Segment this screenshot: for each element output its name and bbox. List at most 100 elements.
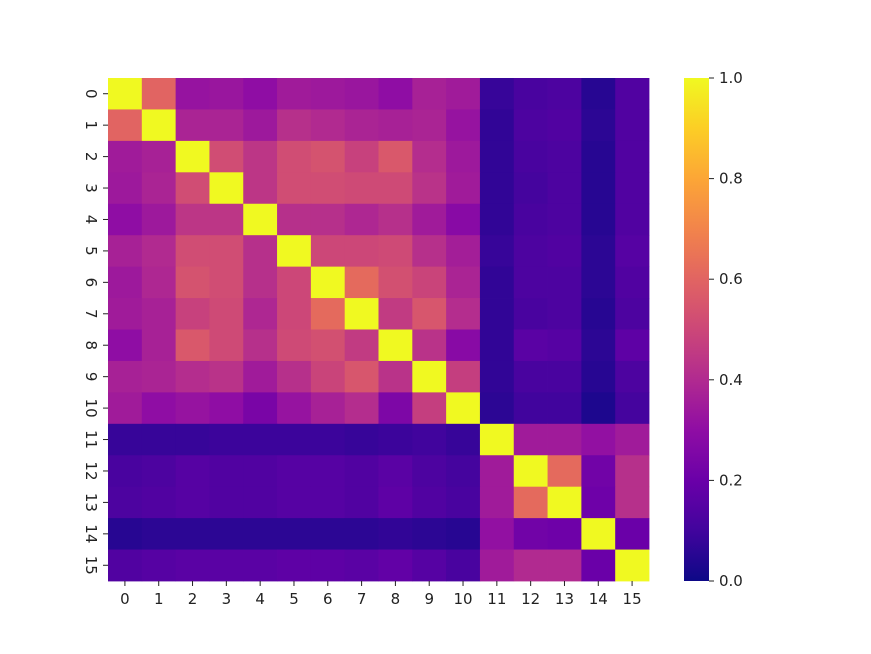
heatmap-cell-7-2 <box>175 298 210 330</box>
heatmap-cell-1-9 <box>412 109 447 142</box>
y-tick-label: 3 <box>82 183 100 193</box>
heatmap-cell-10-11 <box>479 392 515 425</box>
heatmap-cell-14-6 <box>310 518 346 550</box>
heatmap-cell-14-12 <box>513 518 548 550</box>
heatmap-cell-11-8 <box>378 423 413 456</box>
heatmap-cell-1-15 <box>615 109 650 142</box>
heatmap-cell-10-14 <box>581 392 616 425</box>
heatmap-cell-10-15 <box>615 392 650 425</box>
heatmap-cell-10-4 <box>243 392 278 425</box>
heatmap-cell-14-2 <box>175 518 210 550</box>
heatmap-cell-1-1 <box>141 109 177 142</box>
heatmap-cell-10-7 <box>344 392 379 425</box>
x-tick-label: 3 <box>222 590 232 608</box>
y-tick-label: 1 <box>82 120 100 130</box>
heatmap-cell-6-12 <box>513 266 548 299</box>
heatmap-cell-15-8 <box>378 549 413 582</box>
heatmap-cell-11-11 <box>479 423 515 456</box>
heatmap-cell-2-2 <box>175 140 210 173</box>
heatmap-cell-7-1 <box>141 298 177 330</box>
x-tick-label: 0 <box>120 590 130 608</box>
heatmap-cell-10-2 <box>175 392 210 425</box>
heatmap-cell-9-1 <box>141 360 177 393</box>
heatmap-cell-3-5 <box>277 172 312 205</box>
heatmap-cell-0-10 <box>446 78 481 110</box>
heatmap-cell-7-8 <box>378 298 413 330</box>
heatmap-cell-8-7 <box>344 329 379 362</box>
heatmap-cell-6-9 <box>412 266 447 299</box>
heatmap-cell-2-12 <box>513 140 548 173</box>
heatmap-cell-5-9 <box>412 235 447 268</box>
heatmap-cell-2-15 <box>615 140 650 173</box>
heatmap-cell-4-6 <box>310 203 346 236</box>
heatmap-cell-13-13 <box>547 486 582 519</box>
heatmap-cell-11-7 <box>344 423 379 456</box>
heatmap-cell-9-13 <box>547 360 582 393</box>
heatmap-cell-0-6 <box>310 78 346 110</box>
heatmap-cell-6-1 <box>141 266 177 299</box>
heatmap-cell-14-10 <box>446 518 481 550</box>
heatmap-cell-5-7 <box>344 235 379 268</box>
heatmap-cell-1-0 <box>108 109 143 142</box>
heatmap-cell-7-10 <box>446 298 481 330</box>
heatmap-cell-15-12 <box>513 549 548 582</box>
heatmap-cell-2-3 <box>209 140 244 173</box>
heatmap-cell-15-14 <box>581 549 616 582</box>
heatmap-cell-1-11 <box>479 109 515 142</box>
heatmap-cell-12-0 <box>108 455 143 488</box>
y-tick-label: 7 <box>82 309 100 319</box>
heatmap-cell-0-11 <box>479 78 515 110</box>
heatmap-cell-3-12 <box>513 172 548 205</box>
colorbar-tick-label: 0.4 <box>719 371 743 389</box>
heatmap-cell-3-13 <box>547 172 582 205</box>
colorbar-tick-label: 0.8 <box>719 170 743 188</box>
heatmap-cell-14-4 <box>243 518 278 550</box>
heatmap-cell-14-14 <box>581 518 616 550</box>
colorbar: 0.0 0.2 0.4 0.6 0.8 1.0 <box>684 69 743 590</box>
heatmap-cell-5-10 <box>446 235 481 268</box>
heatmap-cell-5-15 <box>615 235 650 268</box>
y-tick-label: 9 <box>82 372 100 382</box>
heatmap-cell-6-15 <box>615 266 650 299</box>
heatmap-cell-4-11 <box>479 203 515 236</box>
heatmap-cell-8-11 <box>479 329 515 362</box>
heatmap-cell-4-7 <box>344 203 379 236</box>
heatmap-cell-5-13 <box>547 235 582 268</box>
heatmap-cell-8-5 <box>277 329 312 362</box>
heatmap-cell-2-8 <box>378 140 413 173</box>
heatmap-cell-4-5 <box>277 203 312 236</box>
heatmap-cell-0-12 <box>513 78 548 110</box>
heatmap-cell-0-9 <box>412 78 447 110</box>
heatmap-cell-11-2 <box>175 423 210 456</box>
heatmap-cell-10-13 <box>547 392 582 425</box>
heatmap-cell-8-1 <box>141 329 177 362</box>
heatmap-cell-13-0 <box>108 486 143 519</box>
heatmap-cell-11-5 <box>277 423 312 456</box>
heatmap-cell-13-5 <box>277 486 312 519</box>
heatmap-cell-12-14 <box>581 455 616 488</box>
heatmap-cell-5-2 <box>175 235 210 268</box>
heatmap-cell-3-9 <box>412 172 447 205</box>
heatmap-cell-7-5 <box>277 298 312 330</box>
heatmap-cell-1-2 <box>175 109 210 142</box>
heatmap-cell-13-14 <box>581 486 616 519</box>
heatmap-cell-7-15 <box>615 298 650 330</box>
heatmap-cell-0-8 <box>378 78 413 110</box>
heatmap-cell-15-7 <box>344 549 379 582</box>
heatmap-cell-0-4 <box>243 78 278 110</box>
heatmap-cell-15-0 <box>108 549 143 582</box>
colorbar-tick-label: 0.0 <box>719 572 743 590</box>
heatmap-cell-1-10 <box>446 109 481 142</box>
heatmap-cell-12-2 <box>175 455 210 488</box>
heatmap-cell-6-3 <box>209 266 244 299</box>
heatmap-cell-9-12 <box>513 360 548 393</box>
y-tick-label: 13 <box>82 493 100 512</box>
heatmap-cell-5-0 <box>108 235 143 268</box>
heatmap-cell-0-5 <box>277 78 312 110</box>
heatmap-cell-14-9 <box>412 518 447 550</box>
heatmap-cell-5-14 <box>581 235 616 268</box>
heatmap-cell-12-15 <box>615 455 650 488</box>
heatmap-cell-15-9 <box>412 549 447 582</box>
